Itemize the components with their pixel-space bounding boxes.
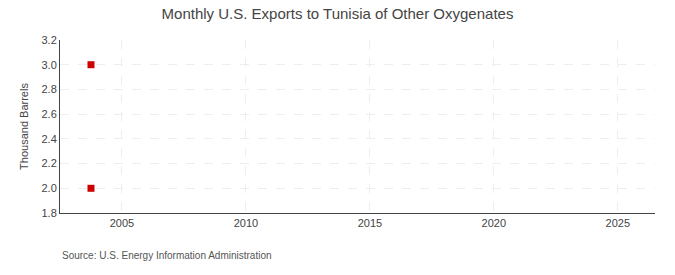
svg-text:3.0: 3.0 [42,59,57,71]
svg-text:2.0: 2.0 [42,182,57,194]
svg-text:3.2: 3.2 [42,34,57,46]
svg-text:2.6: 2.6 [42,108,57,120]
svg-text:2.4: 2.4 [42,133,57,145]
svg-text:2.8: 2.8 [42,83,57,95]
svg-text:Source: U.S. Energy Informatio: Source: U.S. Energy Information Administ… [62,250,272,261]
svg-text:2020: 2020 [482,217,506,229]
svg-text:2005: 2005 [110,217,134,229]
svg-text:2025: 2025 [606,217,630,229]
svg-text:2015: 2015 [358,217,382,229]
svg-text:2.2: 2.2 [42,157,57,169]
svg-text:Monthly U.S. Exports to Tunisi: Monthly U.S. Exports to Tunisia of Other… [162,5,514,22]
svg-text:Thousand Barrels: Thousand Barrels [18,83,30,170]
svg-text:2010: 2010 [234,217,258,229]
svg-text:1.8: 1.8 [42,207,57,219]
